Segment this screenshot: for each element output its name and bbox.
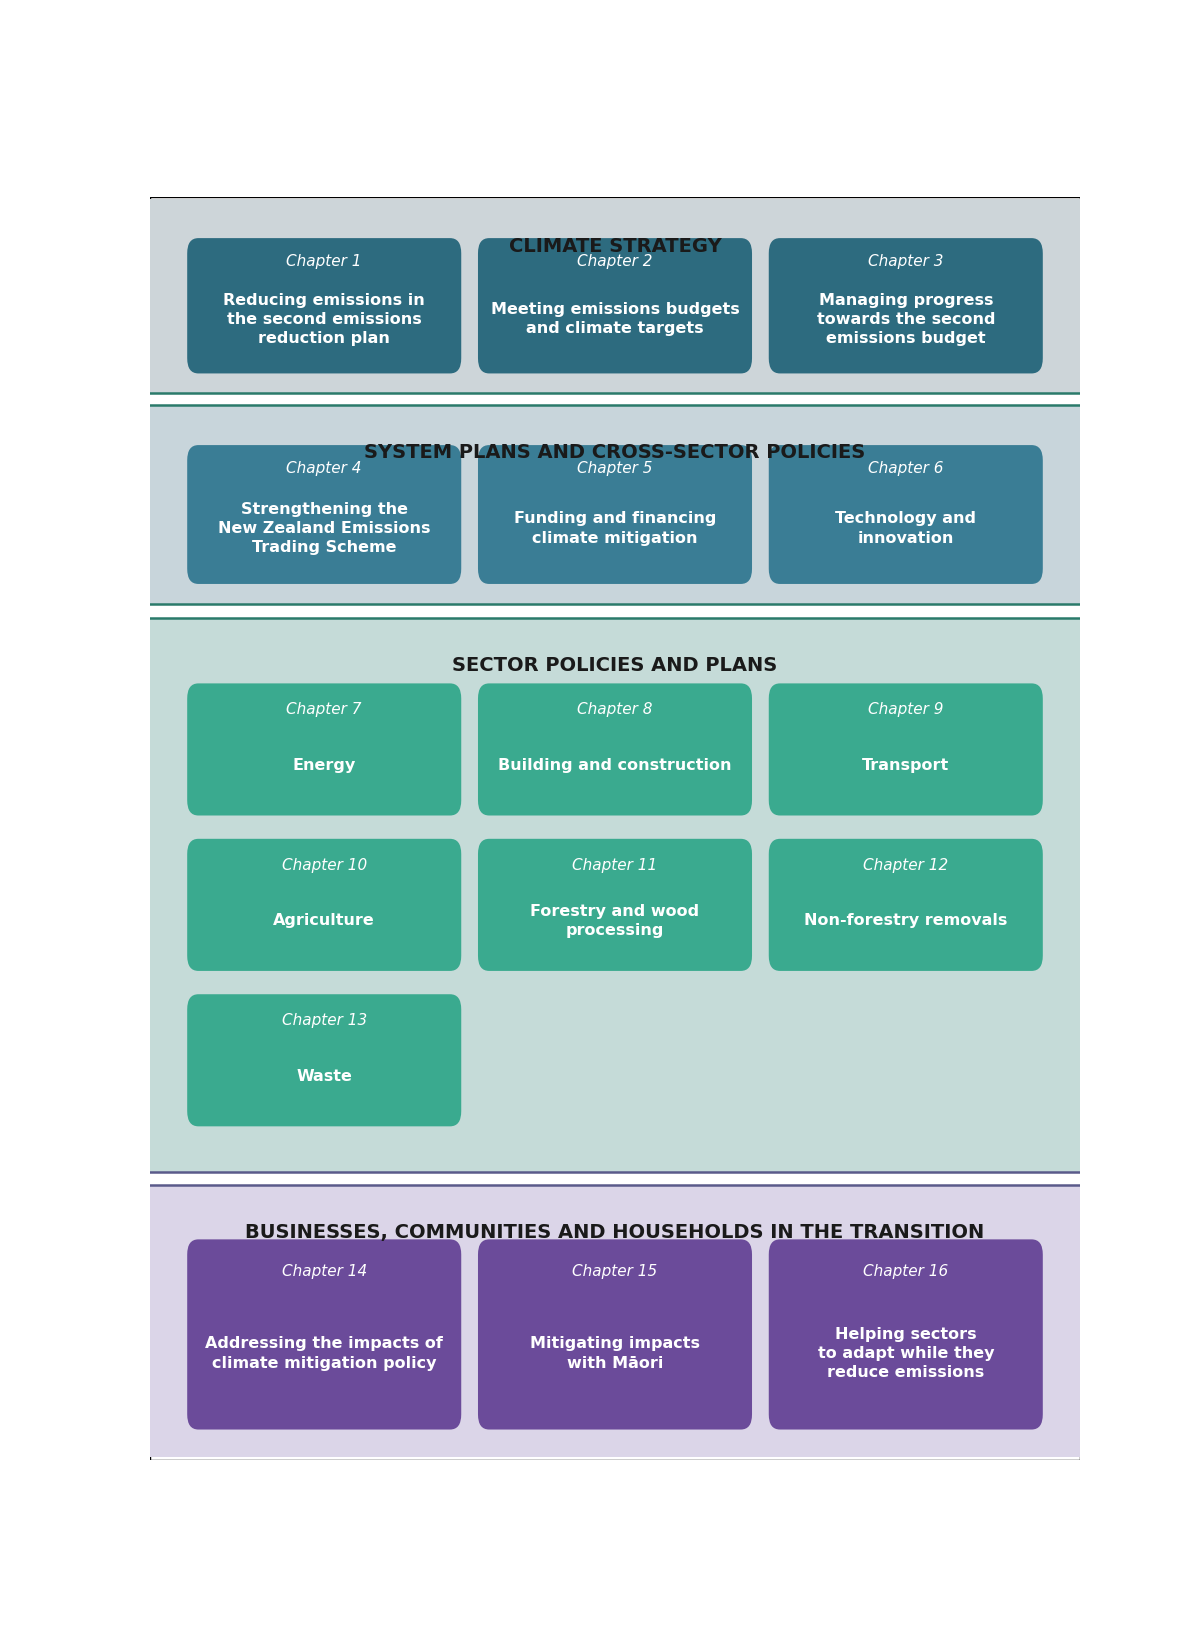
Text: Chapter 11: Chapter 11 [572,858,658,873]
FancyBboxPatch shape [150,1185,1080,1457]
Text: Chapter 10: Chapter 10 [282,858,367,873]
FancyBboxPatch shape [478,238,752,374]
Text: Chapter 7: Chapter 7 [287,702,362,717]
Text: BUSINESSES, COMMUNITIES AND HOUSEHOLDS IN THE TRANSITION: BUSINESSES, COMMUNITIES AND HOUSEHOLDS I… [245,1223,985,1242]
FancyBboxPatch shape [478,683,752,816]
Text: SYSTEM PLANS AND CROSS-SECTOR POLICIES: SYSTEM PLANS AND CROSS-SECTOR POLICIES [365,443,865,463]
FancyBboxPatch shape [150,405,1080,604]
FancyBboxPatch shape [150,604,1080,617]
Text: Forestry and wood
processing: Forestry and wood processing [530,904,700,937]
Text: Waste: Waste [296,1068,352,1083]
Text: Chapter 9: Chapter 9 [868,702,943,717]
Text: Chapter 12: Chapter 12 [863,858,948,873]
Text: Chapter 6: Chapter 6 [868,461,943,476]
Text: Chapter 15: Chapter 15 [572,1264,658,1280]
Text: Chapter 14: Chapter 14 [282,1264,367,1280]
FancyBboxPatch shape [150,617,1080,1172]
FancyBboxPatch shape [769,683,1043,816]
Text: Energy: Energy [293,758,356,773]
Text: Chapter 1: Chapter 1 [287,254,362,269]
Text: CLIMATE STRATEGY: CLIMATE STRATEGY [509,238,721,256]
FancyBboxPatch shape [769,445,1043,584]
FancyBboxPatch shape [150,197,1080,1460]
Text: Meeting emissions budgets
and climate targets: Meeting emissions budgets and climate ta… [491,302,739,336]
Text: Chapter 5: Chapter 5 [577,461,653,476]
FancyBboxPatch shape [478,839,752,971]
FancyBboxPatch shape [187,994,461,1126]
FancyBboxPatch shape [769,839,1043,971]
FancyBboxPatch shape [187,1239,461,1429]
Text: Chapter 4: Chapter 4 [287,461,362,476]
FancyBboxPatch shape [150,392,1080,405]
Text: Chapter 8: Chapter 8 [577,702,653,717]
Text: Addressing the impacts of
climate mitigation policy: Addressing the impacts of climate mitiga… [205,1336,443,1370]
Text: Chapter 16: Chapter 16 [863,1264,948,1280]
FancyBboxPatch shape [150,200,1080,392]
FancyBboxPatch shape [187,445,461,584]
FancyBboxPatch shape [478,1239,752,1429]
Text: Strengthening the
New Zealand Emissions
Trading Scheme: Strengthening the New Zealand Emissions … [218,502,431,555]
FancyBboxPatch shape [187,839,461,971]
FancyBboxPatch shape [478,445,752,584]
Text: Funding and financing
climate mitigation: Funding and financing climate mitigation [514,512,716,545]
Text: Chapter 2: Chapter 2 [577,254,653,269]
Text: Reducing emissions in
the second emissions
reduction plan: Reducing emissions in the second emissio… [223,292,425,346]
Text: Transport: Transport [862,758,949,773]
Text: Chapter 3: Chapter 3 [868,254,943,269]
FancyBboxPatch shape [769,238,1043,374]
Text: Technology and
innovation: Technology and innovation [835,512,977,545]
FancyBboxPatch shape [769,1239,1043,1429]
Text: Agriculture: Agriculture [274,914,376,929]
Text: Helping sectors
to adapt while they
reduce emissions: Helping sectors to adapt while they redu… [817,1328,994,1380]
Text: Mitigating impacts
with Māori: Mitigating impacts with Māori [530,1336,700,1370]
Text: Managing progress
towards the second
emissions budget: Managing progress towards the second emi… [816,292,995,346]
Text: Chapter 13: Chapter 13 [282,1012,367,1029]
Text: Building and construction: Building and construction [498,758,732,773]
FancyBboxPatch shape [187,683,461,816]
FancyBboxPatch shape [150,1172,1080,1185]
Text: SECTOR POLICIES AND PLANS: SECTOR POLICIES AND PLANS [452,656,778,674]
FancyBboxPatch shape [187,238,461,374]
Text: Non-forestry removals: Non-forestry removals [804,914,1008,929]
